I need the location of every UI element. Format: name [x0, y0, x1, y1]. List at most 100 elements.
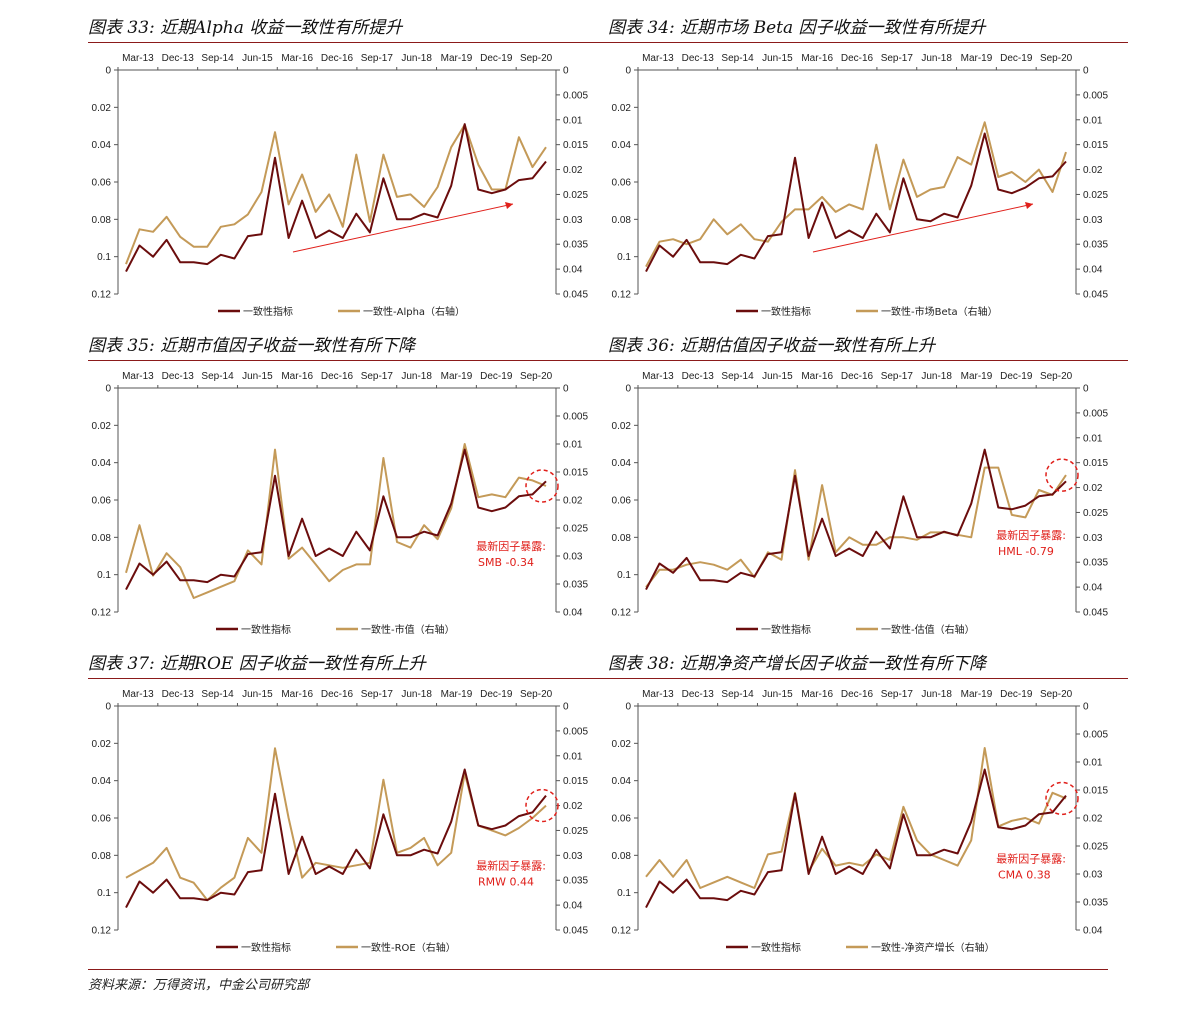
trend-arrow-head	[1025, 202, 1033, 209]
y-tick-label-right: 0.03	[1083, 533, 1103, 544]
x-tick-label: Mar-13	[122, 689, 154, 700]
x-tick-label: Dec-19	[480, 689, 513, 700]
y-tick-label-right: 0.03	[563, 215, 583, 226]
x-tick-label: Sep-17	[361, 53, 394, 64]
y-tick-label-right: 0.04	[563, 901, 583, 912]
y-tick-label-left: 0.06	[92, 178, 112, 189]
annotation-value: CMA 0.38	[998, 868, 1051, 881]
x-tick-label: Sep-14	[201, 689, 234, 700]
y-tick-label-left: 0	[105, 384, 111, 395]
y-tick-label-left: 0.02	[612, 103, 632, 114]
y-tick-label-right: 0.035	[563, 876, 588, 887]
x-tick-label: Jun-15	[762, 53, 793, 64]
legend-label: 一致性指标	[241, 941, 291, 954]
y-tick-label-right: 0.045	[563, 290, 588, 301]
line-chart: Mar-13 Dec-13 Sep-14 Jun-15 Mar-16 Dec-16 Sep-…	[92, 53, 589, 318]
y-tick-label-left: 0.02	[612, 421, 632, 432]
x-tick-label: Jun-18	[921, 53, 952, 64]
annotation-value: RMW 0.44	[478, 876, 534, 889]
y-tick-label-left: 0.06	[612, 178, 632, 189]
x-tick-label: Dec-16	[321, 371, 354, 382]
annotation-label: 最新因子暴露:	[476, 859, 546, 873]
x-tick-label: Sep-17	[881, 689, 914, 700]
legend-label: 一致性指标	[751, 941, 801, 954]
y-tick-label-right: 0.045	[1083, 608, 1108, 619]
y-tick-label-left: 0.06	[612, 496, 632, 507]
x-tick-label: Dec-13	[162, 689, 195, 700]
legend-label: 一致性指标	[243, 305, 293, 318]
line-chart: Mar-13 Dec-13 Sep-14 Jun-15 Mar-16 Dec-16 Sep-…	[612, 53, 1109, 318]
y-tick-label-right: 0.03	[1083, 215, 1103, 226]
trend-arrow	[812, 203, 1034, 253]
chart-panel-size: 图表 35: 近期市值因子收益一致性有所下降 Mar-13 Dec-13 Sep-1…	[88, 332, 608, 647]
legend-label: 一致性指标	[761, 623, 811, 636]
legend: 一致性指标 一致性-净资产增长（右轴）	[726, 941, 995, 954]
y-tick-label-left: 0	[105, 66, 111, 77]
x-tick-label: Dec-16	[841, 371, 874, 382]
x-tick-label: Mar-13	[642, 371, 674, 382]
y-tick-label-right: 0.01	[563, 115, 583, 126]
x-tick-label: Dec-16	[321, 53, 354, 64]
x-tick-label: Sep-20	[520, 371, 553, 382]
y-tick-label-left: 0.12	[92, 290, 112, 301]
legend-label: 一致性-市场Beta（右轴）	[881, 305, 998, 318]
x-tick-label: Sep-20	[520, 53, 553, 64]
y-tick-label-right: 0	[563, 384, 569, 395]
y-tick-label-right: 0.01	[1083, 115, 1103, 126]
trend-arrow-head	[505, 202, 513, 209]
y-tick-label-right: 0.015	[1083, 786, 1108, 797]
x-tick-label: Mar-19	[961, 371, 993, 382]
x-tick-label: Mar-13	[122, 53, 154, 64]
y-tick-label-left: 0.12	[92, 608, 112, 619]
series-line-left-axis	[645, 448, 1067, 591]
legend-label: 一致性指标	[761, 305, 811, 318]
legend-label: 一致性-估值（右轴）	[881, 623, 975, 636]
x-tick-label: Mar-16	[281, 371, 313, 382]
x-tick-label: Sep-17	[361, 371, 394, 382]
y-tick-label-right: 0.02	[1083, 165, 1103, 176]
x-tick-label: Jun-18	[401, 371, 432, 382]
y-tick-label-right: 0.02	[1083, 814, 1103, 825]
x-tick-label: Sep-14	[201, 53, 234, 64]
y-tick-label-right: 0.035	[563, 240, 588, 251]
y-tick-label-left: 0.04	[612, 776, 632, 787]
y-tick-label-left: 0.12	[612, 608, 632, 619]
x-tick-label: Dec-13	[682, 689, 715, 700]
x-tick-label: Mar-19	[441, 689, 473, 700]
x-tick-label: Mar-16	[281, 53, 313, 64]
legend: 一致性指标 一致性-Alpha（右轴）	[218, 305, 465, 318]
legend-label: 一致性-Alpha（右轴）	[363, 305, 465, 318]
x-tick-label: Jun-15	[762, 689, 793, 700]
annotation-label: 最新因子暴露:	[476, 539, 546, 553]
y-tick-label-left: 0.02	[612, 739, 632, 750]
chart-panel-value: 图表 36: 近期估值因子收益一致性有所上升 Mar-13 Dec-13 Sep-1…	[608, 332, 1128, 647]
y-tick-label-right: 0.025	[1083, 190, 1108, 201]
y-tick-label-left: 0.1	[97, 252, 111, 263]
y-tick-label-right: 0.01	[563, 751, 583, 762]
y-tick-label-left: 0.12	[612, 926, 632, 937]
highlight-circle	[1045, 458, 1079, 492]
y-tick-label-left: 0.02	[92, 421, 112, 432]
x-tick-label: Jun-18	[921, 689, 952, 700]
footer-divider	[88, 969, 1108, 970]
y-tick-label-right: 0.01	[563, 440, 583, 451]
legend: 一致性指标 一致性-市场Beta（右轴）	[736, 305, 998, 318]
y-tick-label-right: 0.025	[563, 524, 588, 535]
y-tick-label-right: 0.035	[1083, 558, 1108, 569]
y-tick-label-right: 0.04	[1083, 583, 1103, 594]
series-line-right-axis	[645, 747, 1067, 889]
chart-title: 图表 38: 近期净资产增长因子收益一致性有所下降	[608, 650, 1128, 679]
series-line-left-axis	[125, 768, 547, 909]
y-tick-label-right: 0.015	[563, 468, 588, 479]
series-line-right-axis	[645, 466, 1067, 588]
x-tick-label: Mar-19	[961, 689, 993, 700]
chart-title: 图表 37: 近期ROE 因子收益一致性有所上升	[88, 650, 608, 679]
y-tick-label-right: 0.015	[1083, 458, 1108, 469]
y-tick-label-right: 0.015	[1083, 140, 1108, 151]
y-tick-label-right: 0.005	[1083, 730, 1108, 741]
y-tick-label-left: 0.06	[92, 496, 112, 507]
y-tick-label-left: 0.08	[612, 851, 632, 862]
series-line-right-axis	[125, 443, 547, 599]
legend-label: 一致性-市值（右轴）	[361, 623, 455, 636]
x-tick-label: Jun-15	[242, 371, 273, 382]
